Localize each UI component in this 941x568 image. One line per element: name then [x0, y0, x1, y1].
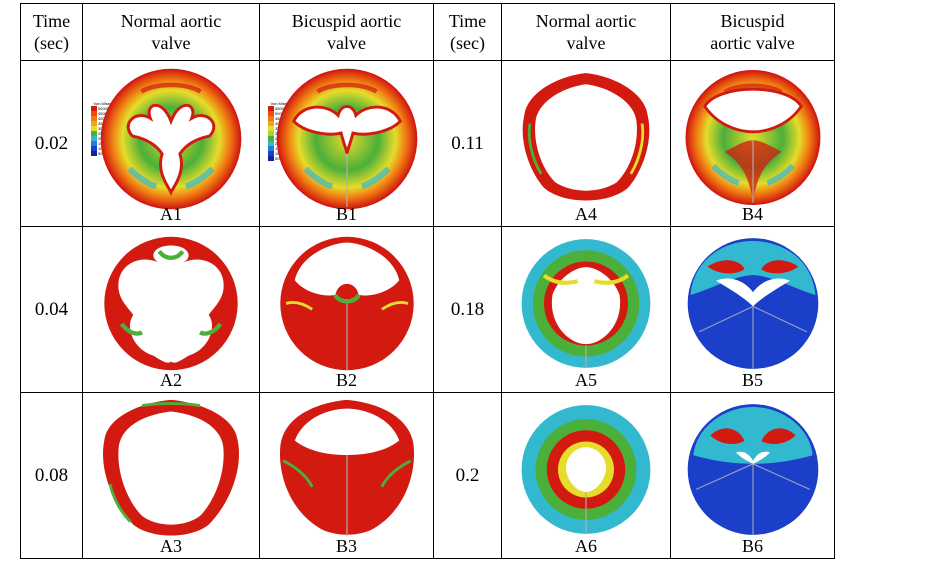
legend-value: 50000: [98, 106, 110, 111]
table-row: 0.08 A3 B3: [20, 392, 835, 559]
image-cell-A2: A2: [82, 226, 260, 393]
image-cell-A4: A4: [501, 60, 671, 227]
image-cell-B6: B6: [670, 392, 835, 559]
image-cell-B2: B2: [259, 226, 434, 393]
caption-B3: B3: [335, 536, 357, 556]
caption-B6: B6: [741, 536, 763, 556]
header-row: Time (sec) Normal aortic valve Bicuspid …: [20, 3, 835, 61]
header-bicuspid-2: Bicuspid aortic valve: [670, 3, 835, 61]
legend-entry: 55000: [268, 106, 304, 111]
valve-A3-image: [103, 399, 239, 536]
legend-swatch: [268, 141, 274, 146]
image-cell-A6: A6: [501, 392, 671, 559]
image-cell-A1: Von Mises Stress 50000450004000035000300…: [82, 60, 260, 227]
image-cell-B4: B4: [670, 60, 835, 227]
time-cell: 0.02: [20, 60, 83, 227]
legend-swatch: [268, 146, 274, 151]
image-cell-B1: Von Mises Stress 55000500004500040000350…: [259, 60, 434, 227]
caption-A1: A1: [160, 204, 182, 224]
caption-A4: A4: [575, 204, 597, 224]
caption-A2: A2: [160, 370, 182, 390]
legend-swatch: [268, 126, 274, 131]
legend-swatch: [268, 111, 274, 116]
legend-swatch: [91, 151, 97, 156]
valve-A6-image: [521, 405, 651, 534]
image-cell-B3: B3: [259, 392, 434, 559]
caption-A6: A6: [575, 536, 597, 556]
header-normal-2: Normal aortic valve: [501, 3, 671, 61]
legend-swatch: [268, 131, 274, 136]
image-cell-B5: B5: [670, 226, 835, 393]
legend-entry: 40000: [91, 116, 127, 121]
header-time-2: Time (sec): [433, 3, 502, 61]
legend-entry: 50000: [91, 106, 127, 111]
legend-swatch: [91, 141, 97, 146]
valve-B6-image: [687, 404, 818, 535]
legend-swatch: [91, 131, 97, 136]
caption-A5: A5: [575, 370, 597, 390]
header-normal2-text: Normal aortic valve: [535, 11, 637, 53]
time-cell: 0.04: [20, 226, 83, 393]
valve-B2-image: [279, 236, 414, 371]
table-row: 0.04 A2: [20, 226, 835, 393]
valve-B1-image: [273, 65, 421, 213]
time-cell: 0.2: [433, 392, 502, 559]
valve-B4-image: [682, 65, 824, 210]
header-bicuspid-text: Bicuspid aortic valve: [291, 11, 402, 53]
valve-A5-image: [521, 239, 651, 368]
legend-entry: 50000: [268, 111, 304, 116]
caption-B5: B5: [741, 370, 763, 390]
legend-swatch: [268, 151, 274, 156]
legend-swatch: [91, 106, 97, 111]
time-cell: 0.18: [433, 226, 502, 393]
header-time-text: Time (sec): [32, 11, 71, 53]
legend-swatch: [268, 121, 274, 126]
legend-value: 40000: [98, 116, 110, 121]
header-time: Time (sec): [20, 3, 83, 61]
time-cell: 0.08: [20, 392, 83, 559]
caption-B2: B2: [335, 370, 357, 390]
table-row: 0.02 Von Mises Stress 500004500040000350…: [20, 60, 835, 227]
valve-A4-image: [522, 73, 650, 201]
valve-B5-image: [687, 238, 818, 369]
header-bicuspid: Bicuspid aortic valve: [259, 3, 434, 61]
legend-swatch: [91, 116, 97, 121]
caption-B4: B4: [741, 204, 763, 224]
legend-title: Von Mises Stress: [93, 101, 125, 106]
legend-swatch: [91, 121, 97, 126]
legend-swatch: [268, 156, 274, 161]
legend-value: 55000: [275, 106, 287, 111]
legend-entry: 45000: [91, 111, 127, 116]
legend-swatch: [268, 116, 274, 121]
legend-swatch: [268, 136, 274, 141]
header-normal-text: Normal aortic valve: [120, 11, 222, 53]
legend-swatch: [91, 126, 97, 131]
header-bicuspid2-text: Bicuspid aortic valve: [710, 11, 795, 53]
legend-value: 45000: [98, 111, 110, 116]
valve-A2-image: [104, 236, 238, 371]
caption-A3: A3: [160, 536, 182, 556]
legend-swatch: [91, 136, 97, 141]
legend-swatch: [268, 106, 274, 111]
valve-A1-image: [97, 65, 245, 213]
time-cell: 0.11: [433, 60, 502, 227]
stress-comparison-table: Time (sec) Normal aortic valve Bicuspid …: [20, 3, 835, 559]
image-cell-A5: A5: [501, 226, 671, 393]
legend-swatch: [91, 146, 97, 151]
header-normal: Normal aortic valve: [82, 3, 260, 61]
legend-value: 50000: [275, 111, 287, 116]
image-cell-A3: A3: [82, 392, 260, 559]
legend-swatch: [91, 111, 97, 116]
caption-B1: B1: [335, 204, 357, 224]
valve-B3-image: [279, 399, 414, 537]
header-time2-text: Time (sec): [448, 11, 487, 53]
